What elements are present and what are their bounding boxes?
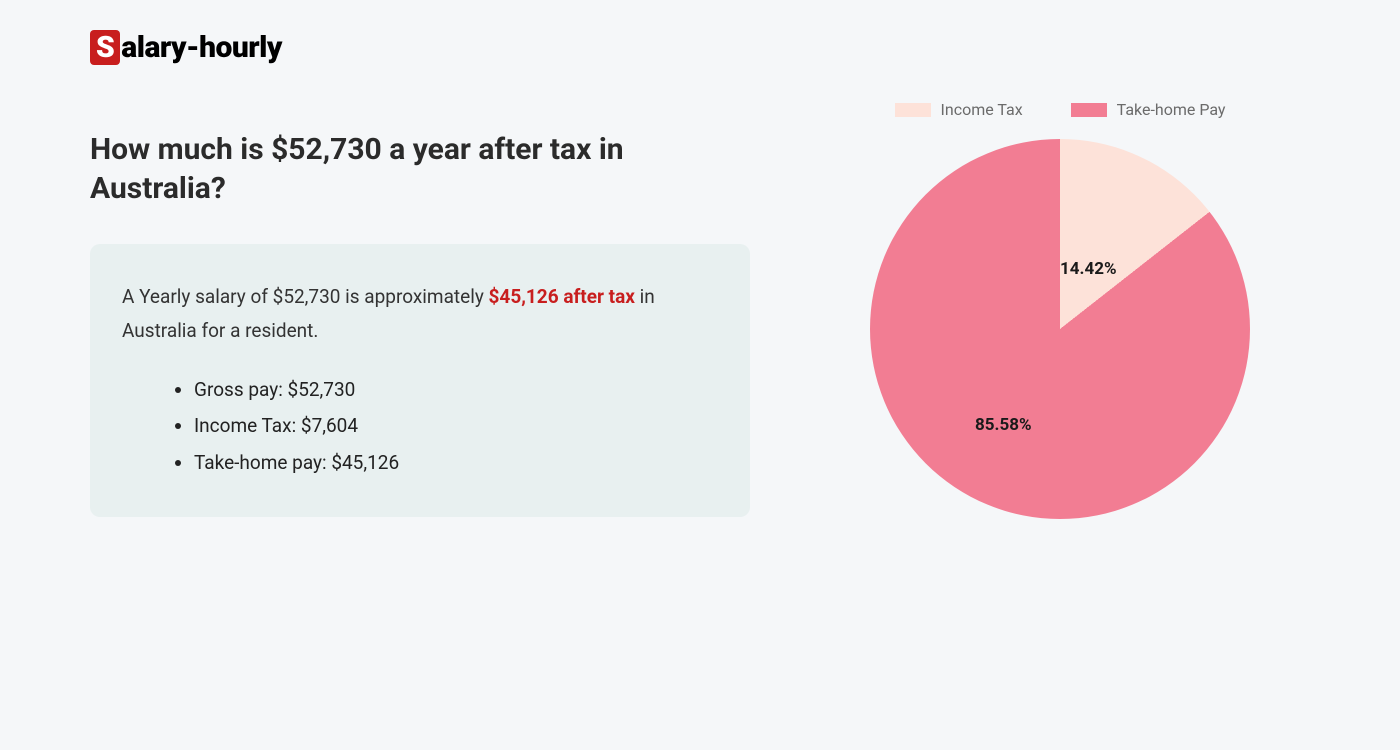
detail-item: Gross pay: $52,730	[194, 372, 718, 408]
site-logo: Salary-hourly	[90, 30, 282, 65]
pie-wrap: 14.42% 85.58%	[870, 139, 1250, 519]
legend-label: Income Tax	[941, 100, 1023, 119]
legend-item-take-home: Take-home Pay	[1071, 100, 1226, 119]
logo-rest: alary-hourly	[121, 30, 282, 65]
pie-chart	[870, 139, 1250, 519]
summary-highlight: $45,126 after tax	[489, 285, 635, 308]
legend-item-income-tax: Income Tax	[895, 100, 1023, 119]
chart-legend: Income Tax Take-home Pay	[850, 100, 1270, 119]
pie-label-take-home: 85.58%	[975, 415, 1032, 435]
page-title: How much is $52,730 a year after tax in …	[90, 130, 750, 208]
summary-before: A Yearly salary of $52,730 is approximat…	[122, 285, 489, 308]
logo-prefix: S	[90, 30, 120, 65]
summary-text: A Yearly salary of $52,730 is approximat…	[122, 280, 718, 348]
info-box: A Yearly salary of $52,730 is approximat…	[90, 244, 750, 517]
pie-label-income-tax: 14.42%	[1060, 259, 1117, 279]
detail-item: Income Tax: $7,604	[194, 408, 718, 444]
legend-swatch	[895, 103, 931, 117]
legend-swatch	[1071, 103, 1107, 117]
legend-label: Take-home Pay	[1117, 100, 1226, 119]
pie-chart-area: Income Tax Take-home Pay 14.42% 85.58%	[850, 100, 1270, 519]
main-content: How much is $52,730 a year after tax in …	[90, 130, 750, 517]
details-list: Gross pay: $52,730 Income Tax: $7,604 Ta…	[122, 372, 718, 480]
detail-item: Take-home pay: $45,126	[194, 445, 718, 481]
